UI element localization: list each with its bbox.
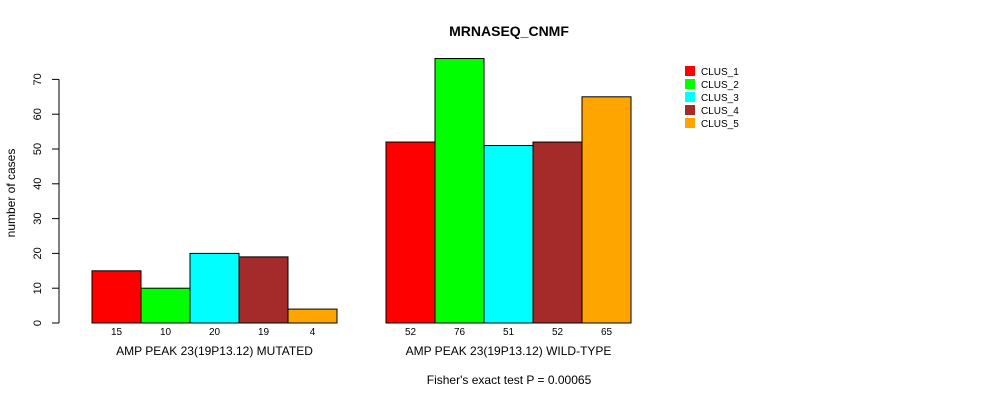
bar [532,141,583,324]
bar-value-label: 19 [258,327,270,338]
legend-swatch [685,79,695,89]
bar-value-label: 65 [601,327,613,338]
y-tick-label: 30 [32,212,44,224]
legend-label: CLUS_5 [701,119,739,130]
value-labels: 15 10 20 19 4 52 76 51 52 65 [111,327,613,338]
y-tick-label: 60 [32,108,44,120]
y-axis-label: number of cases [4,149,18,238]
chart-title: MRNASEQ_CNMF [449,23,569,39]
bars [91,58,632,324]
legend-swatch [685,118,695,128]
bar-value-label: 76 [454,327,466,338]
legend-swatch [685,66,695,76]
bar [140,287,191,324]
bar-value-label: 15 [111,327,123,338]
y-tick-label: 50 [32,143,44,155]
y-axis: 0 10 20 30 40 50 60 70 [32,73,60,326]
group-label: AMP PEAK 23(19P13.12) WILD-TYPE [406,344,612,358]
bar-value-label: 10 [160,327,172,338]
bar [581,96,632,324]
y-tick-label: 0 [32,320,44,326]
bar [385,141,436,324]
y-tick-label: 10 [32,282,44,294]
legend-swatch [685,92,695,102]
bar-value-label: 51 [503,327,515,338]
legend-label: CLUS_4 [701,106,739,117]
bar [434,58,485,324]
y-tick-label: 20 [32,247,44,259]
legend: CLUS_1 CLUS_2 CLUS_3 CLUS_4 CLUS_5 [685,66,739,130]
legend-label: CLUS_1 [701,67,739,78]
footnote: Fisher's exact test P = 0.00065 [427,373,592,387]
legend-label: CLUS_3 [701,93,739,104]
bar-value-label: 4 [310,327,316,338]
legend-label: CLUS_2 [701,80,739,91]
legend-swatch [685,105,695,115]
y-tick-label: 40 [32,178,44,190]
bar [189,252,240,324]
bar [91,270,142,324]
bar [238,256,289,324]
group-label: AMP PEAK 23(19P13.12) MUTATED [116,344,313,358]
bar-value-label: 20 [209,327,221,338]
bar-value-label: 52 [552,327,564,338]
y-tick-label: 70 [32,73,44,85]
bar [483,145,534,324]
group-labels: AMP PEAK 23(19P13.12) MUTATED AMP PEAK 23… [116,344,611,358]
bar-value-label: 52 [405,327,417,338]
bar [287,308,338,324]
